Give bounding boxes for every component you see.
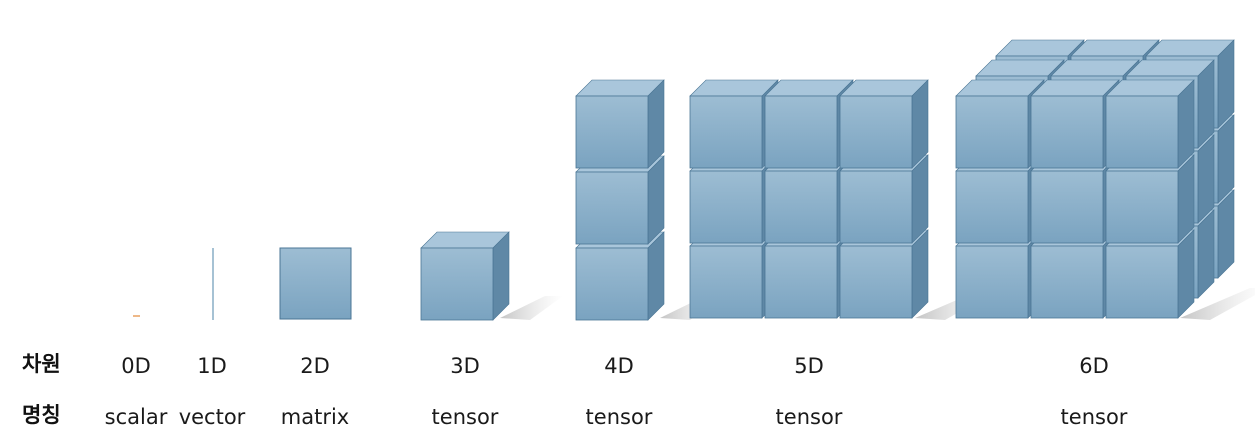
dim-label-6d: 6D — [1079, 354, 1109, 378]
dim-label-4d: 4D — [604, 354, 634, 378]
dimension-row-header: 차원 — [22, 352, 61, 376]
cube-5d — [839, 79, 929, 169]
dim-label-0d: 0D — [121, 354, 151, 378]
name-label-6d-tensor: tensor — [1060, 405, 1128, 429]
dim-label-2d: 2D — [300, 354, 330, 378]
name-label-5d-tensor: tensor — [775, 405, 843, 429]
cube-6d-layer-2 — [1105, 79, 1195, 169]
dim-label-3d: 3D — [450, 354, 480, 378]
dim-label-1d: 1D — [197, 354, 227, 378]
name-label-scalar: scalar — [104, 405, 168, 429]
name-label-3d-tensor: tensor — [431, 405, 499, 429]
cube-4d — [575, 231, 665, 321]
name-label-4d-tensor: tensor — [585, 405, 653, 429]
cube-4d — [575, 79, 665, 169]
cube-3d — [420, 231, 510, 321]
name-label-vector: vector — [178, 405, 246, 429]
name-row-header: 명칭 — [22, 403, 61, 427]
dim-label-5d: 5D — [794, 354, 824, 378]
cube-4d — [575, 155, 665, 245]
cubes-layer — [133, 39, 1235, 321]
name-label-matrix: matrix — [280, 405, 350, 429]
cube-6d-layer-2 — [1105, 154, 1195, 244]
matrix-square — [279, 247, 352, 320]
